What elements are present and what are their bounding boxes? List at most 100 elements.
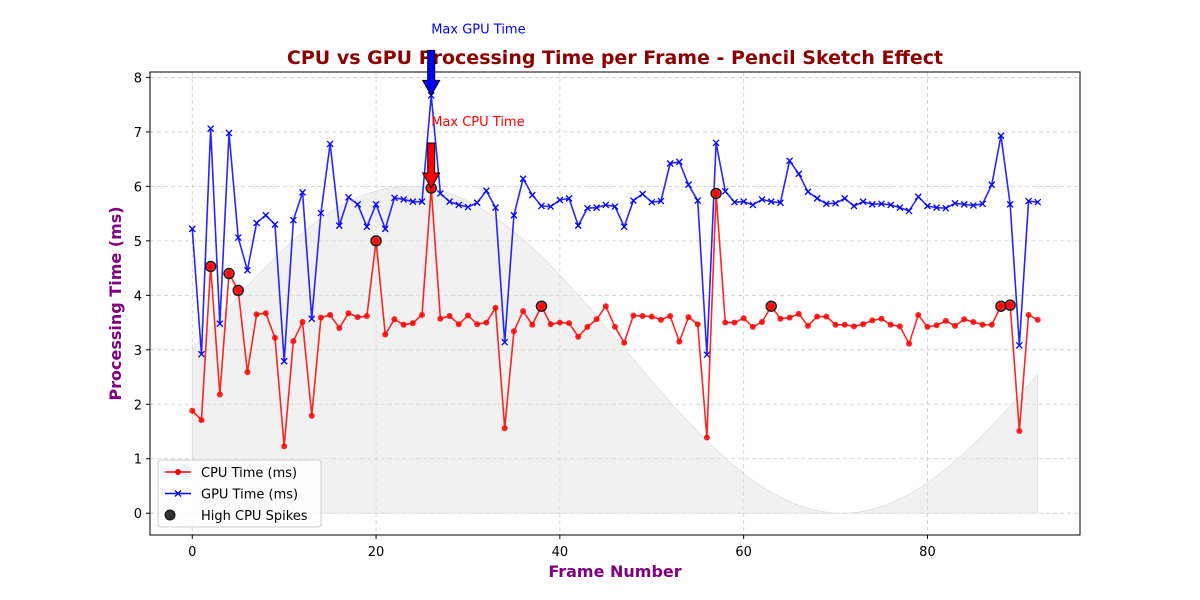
cpu-point — [566, 320, 573, 327]
cpu-point — [676, 338, 683, 345]
cpu-point — [308, 412, 315, 419]
gpu-point — [822, 200, 830, 208]
cpu-point — [363, 313, 370, 320]
cpu-point — [391, 316, 398, 323]
cpu-point — [501, 425, 508, 432]
ticks: 0 20 40 60 80 0 1 2 3 4 5 6 7 8 — [134, 71, 936, 560]
cpu-point — [556, 319, 563, 326]
cpu-point — [400, 321, 407, 328]
gpu-point — [243, 266, 251, 274]
gpu-point — [611, 203, 619, 211]
cpu-point — [336, 325, 343, 332]
gpu-point — [280, 357, 288, 365]
gpu-point — [786, 157, 794, 165]
x-axis-label: Frame Number — [548, 562, 681, 581]
gpu-point — [776, 199, 784, 207]
cpu-point — [409, 320, 416, 327]
cpu-point — [271, 334, 278, 341]
gpu-point — [299, 188, 307, 196]
cpu-point — [639, 313, 646, 320]
gpu-point — [951, 199, 959, 207]
gpu-point — [289, 216, 297, 224]
x-tick-label: 80 — [919, 545, 936, 560]
annotation-arrow — [421, 49, 441, 97]
gpu-point — [473, 199, 481, 207]
gpu-point — [574, 222, 582, 230]
cpu-point — [244, 369, 251, 376]
gpu-point — [418, 198, 426, 206]
gpu-point — [648, 198, 656, 206]
cpu-point — [446, 313, 453, 320]
plot-frame — [149, 71, 1081, 536]
gpu-point — [997, 132, 1005, 140]
gpu-point — [1034, 198, 1042, 206]
cpu-point — [685, 314, 692, 321]
gpu-point — [868, 200, 876, 208]
gpu-point — [455, 201, 463, 209]
y-tick-label: 1 — [134, 453, 142, 468]
gpu-point — [482, 187, 490, 195]
high-cpu-spike-point — [535, 300, 548, 312]
cpu-point — [878, 315, 885, 322]
gpu-point — [583, 204, 591, 212]
gpu-point — [933, 204, 941, 212]
cpu-point — [419, 311, 426, 318]
gpu-point — [345, 193, 352, 201]
cpu-point — [290, 338, 297, 345]
gpu-point — [887, 201, 895, 209]
cpu-point — [942, 317, 949, 324]
gpu-point — [188, 225, 196, 233]
cpu-point — [262, 310, 269, 317]
x-tick-label: 60 — [735, 545, 752, 560]
high-cpu-spike-point — [995, 300, 1007, 312]
cpu-point — [520, 308, 527, 315]
gpu-point — [942, 204, 950, 212]
high-cpu-spike-point — [765, 300, 777, 312]
gpu-point — [703, 351, 711, 359]
cpu-point — [850, 323, 857, 330]
cpu-point — [593, 316, 600, 323]
gpu-point — [464, 203, 472, 211]
legend-box — [157, 459, 322, 528]
cpu-point — [648, 313, 655, 320]
gpu-point — [492, 204, 499, 212]
gpu-point — [225, 129, 233, 137]
annotation-label: Max GPU Time — [431, 22, 525, 37]
cpu-point — [602, 303, 609, 310]
cpu-point — [189, 407, 196, 414]
y-tick-label: 0 — [134, 507, 142, 522]
x-tick-label: 40 — [552, 545, 569, 560]
gpu-point — [501, 338, 509, 346]
cpu-point — [1034, 316, 1041, 323]
high-cpu-spike-point — [232, 284, 244, 297]
cpu-point — [860, 321, 867, 328]
gpu-point — [841, 194, 849, 202]
cpu-point — [1025, 311, 1032, 318]
cpu-point — [299, 319, 306, 326]
cpu-point — [529, 321, 536, 328]
gpu-point — [804, 188, 812, 196]
gpu-point — [639, 190, 647, 198]
cpu-point — [952, 322, 959, 329]
cpu-point — [804, 322, 811, 329]
gpu-point — [795, 170, 803, 178]
gpu-point — [372, 200, 380, 208]
gpu-point — [528, 191, 536, 199]
gpu-point — [390, 194, 398, 202]
cpu-point — [979, 321, 986, 328]
cpu-point — [474, 321, 481, 328]
gpu-point — [207, 125, 215, 133]
gpu-point — [335, 222, 343, 230]
cpu-point — [464, 312, 471, 319]
cpu-point — [575, 333, 582, 340]
chart-title: CPU vs GPU Processing Time per Frame - P… — [287, 47, 943, 69]
cpu-point — [483, 319, 490, 326]
y-tick-label: 5 — [134, 235, 142, 250]
cpu-point — [612, 323, 618, 330]
gpu-point — [510, 211, 518, 219]
gpu-point — [749, 201, 757, 209]
gpu-point — [914, 193, 922, 201]
gpu-point — [740, 198, 748, 206]
cpu-point — [759, 319, 766, 326]
